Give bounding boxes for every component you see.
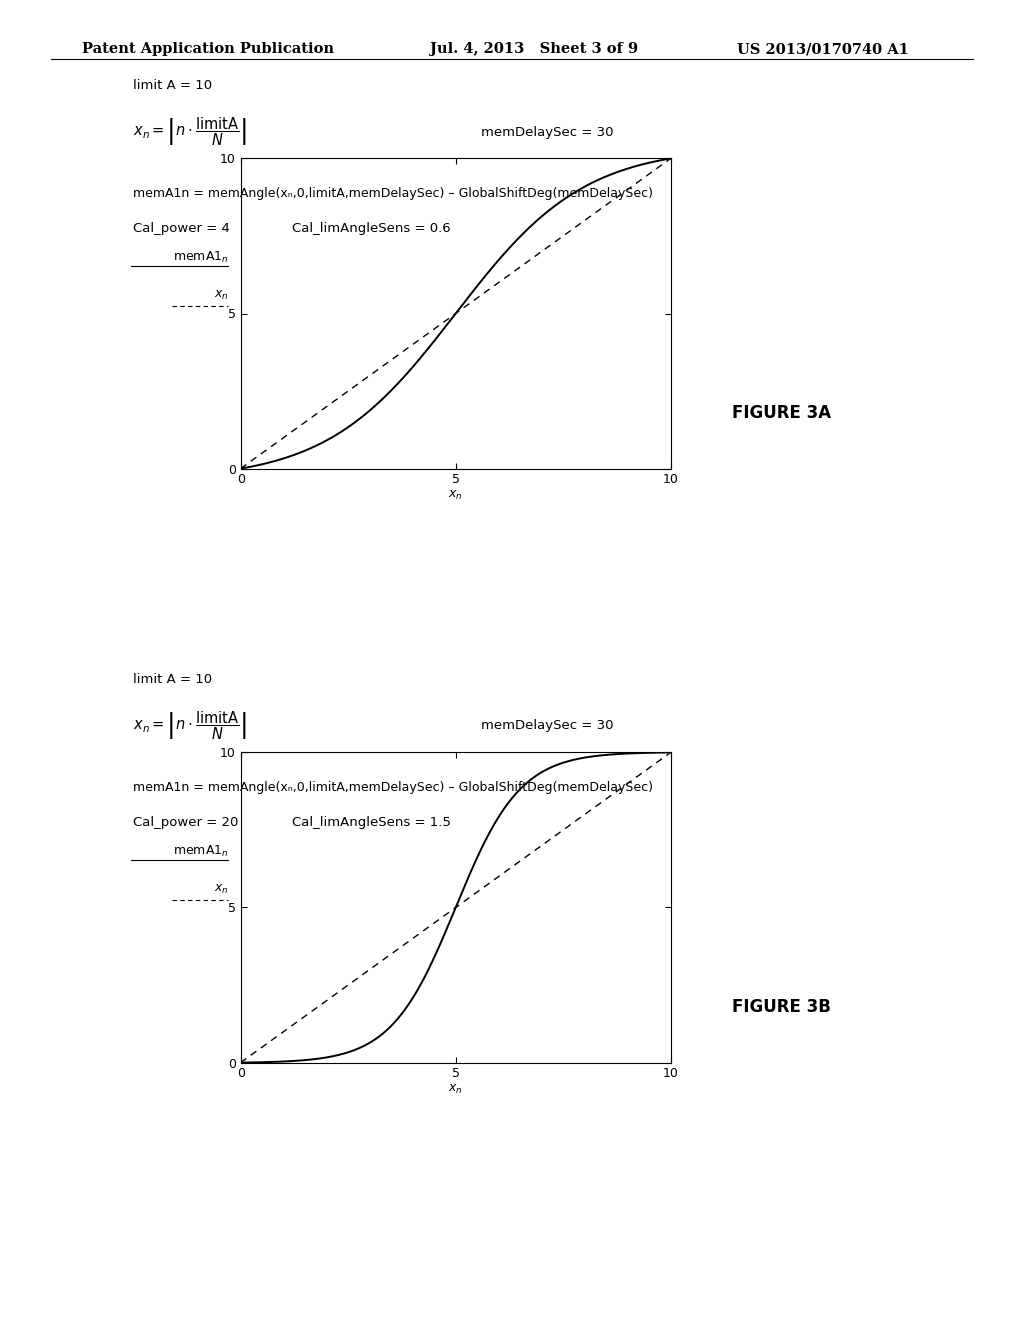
Text: memDelaySec = 30: memDelaySec = 30 xyxy=(481,125,613,139)
Text: limit A = 10: limit A = 10 xyxy=(133,673,212,686)
Text: Cal_power = 4: Cal_power = 4 xyxy=(133,222,230,235)
Text: FIGURE 3A: FIGURE 3A xyxy=(732,404,831,422)
Text: memA1$_n$: memA1$_n$ xyxy=(173,843,228,859)
Text: $x_n$: $x_n$ xyxy=(214,289,228,302)
Text: memA1n = memAngle(xₙ,0,limitA,memDelaySec) – GlobalShiftDeg(memDelaySec): memA1n = memAngle(xₙ,0,limitA,memDelaySe… xyxy=(133,187,653,201)
X-axis label: $x_n$: $x_n$ xyxy=(449,1084,463,1097)
Text: Cal_limAngleSens = 0.6: Cal_limAngleSens = 0.6 xyxy=(292,222,451,235)
Text: memDelaySec = 30: memDelaySec = 30 xyxy=(481,719,613,733)
Text: FIGURE 3B: FIGURE 3B xyxy=(732,998,831,1016)
Text: Patent Application Publication: Patent Application Publication xyxy=(82,42,334,57)
X-axis label: $x_n$: $x_n$ xyxy=(449,490,463,503)
Text: $x_n = \left|n \cdot \dfrac{\mathrm{limitA}}{N}\right|$: $x_n = \left|n \cdot \dfrac{\mathrm{limi… xyxy=(133,116,247,148)
Text: Cal_limAngleSens = 1.5: Cal_limAngleSens = 1.5 xyxy=(292,816,451,829)
Text: Cal_power = 20: Cal_power = 20 xyxy=(133,816,239,829)
Text: $x_n = \left|n \cdot \dfrac{\mathrm{limitA}}{N}\right|$: $x_n = \left|n \cdot \dfrac{\mathrm{limi… xyxy=(133,710,247,742)
Text: memA1n = memAngle(xₙ,0,limitA,memDelaySec) – GlobalShiftDeg(memDelaySec): memA1n = memAngle(xₙ,0,limitA,memDelaySe… xyxy=(133,781,653,795)
Text: $x_n$: $x_n$ xyxy=(214,883,228,896)
Text: Jul. 4, 2013   Sheet 3 of 9: Jul. 4, 2013 Sheet 3 of 9 xyxy=(430,42,638,57)
Text: US 2013/0170740 A1: US 2013/0170740 A1 xyxy=(737,42,909,57)
Text: limit A = 10: limit A = 10 xyxy=(133,79,212,92)
Text: memA1$_n$: memA1$_n$ xyxy=(173,249,228,265)
